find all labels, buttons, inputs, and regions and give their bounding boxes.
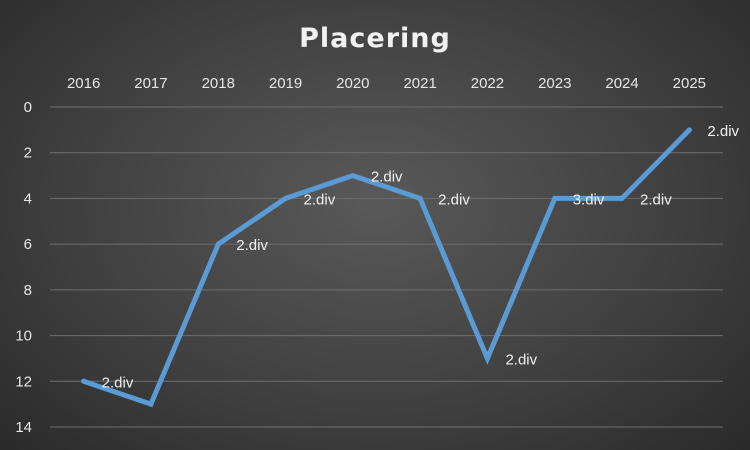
data-label: 2.div (236, 237, 268, 254)
chart-title: Placering (299, 23, 451, 54)
data-point (350, 173, 356, 179)
data-point (484, 355, 490, 361)
data-point (417, 195, 423, 201)
data-point (552, 195, 558, 201)
x-axis-tick-labels: 2016 2017 2018 2019 2020 2021 2022 2023 2024 2025 (67, 75, 706, 92)
data-label: 2.div (640, 191, 672, 208)
data-labels: 2.div 2.div 2.div 2.div 2.div 2.div 3.div 2.div… (102, 123, 740, 391)
data-label: 2.div (304, 191, 336, 208)
y-tick-label: 8 (24, 282, 32, 299)
data-point (686, 127, 692, 133)
x-tick-label: 2021 (403, 75, 436, 92)
x-tick-label: 2017 (134, 75, 167, 92)
y-tick-label: 12 (15, 373, 32, 390)
series-layer (81, 127, 692, 408)
series-line-0 (81, 127, 692, 408)
y-axis-tick-labels: 0 2 4 6 8 10 12 14 (15, 99, 32, 436)
y-tick-label: 2 (24, 145, 32, 162)
x-tick-label: 2025 (673, 75, 706, 92)
x-tick-label: 2023 (538, 75, 571, 92)
data-point (215, 241, 221, 247)
y-tick-label: 0 (24, 99, 32, 116)
data-point (148, 401, 154, 407)
data-label: 2.div (102, 374, 134, 391)
y-tick-label: 14 (15, 419, 32, 436)
y-tick-label: 4 (24, 190, 32, 207)
data-label: 2.div (505, 351, 537, 368)
data-label: 2.div (438, 191, 470, 208)
data-label: 3.div (573, 191, 605, 208)
data-point (619, 195, 625, 201)
x-tick-label: 2020 (336, 75, 369, 92)
y-tick-label: 6 (24, 236, 32, 253)
gridlines (50, 106, 723, 428)
x-tick-label: 2018 (202, 75, 235, 92)
data-label: 2.div (707, 123, 739, 140)
y-tick-label: 10 (15, 328, 32, 345)
x-tick-label: 2019 (269, 75, 302, 92)
data-point (283, 195, 289, 201)
x-tick-label: 2016 (67, 75, 100, 92)
data-label: 2.div (371, 169, 403, 186)
x-tick-label: 2024 (605, 75, 638, 92)
data-point (81, 378, 87, 384)
x-tick-label: 2022 (471, 75, 504, 92)
